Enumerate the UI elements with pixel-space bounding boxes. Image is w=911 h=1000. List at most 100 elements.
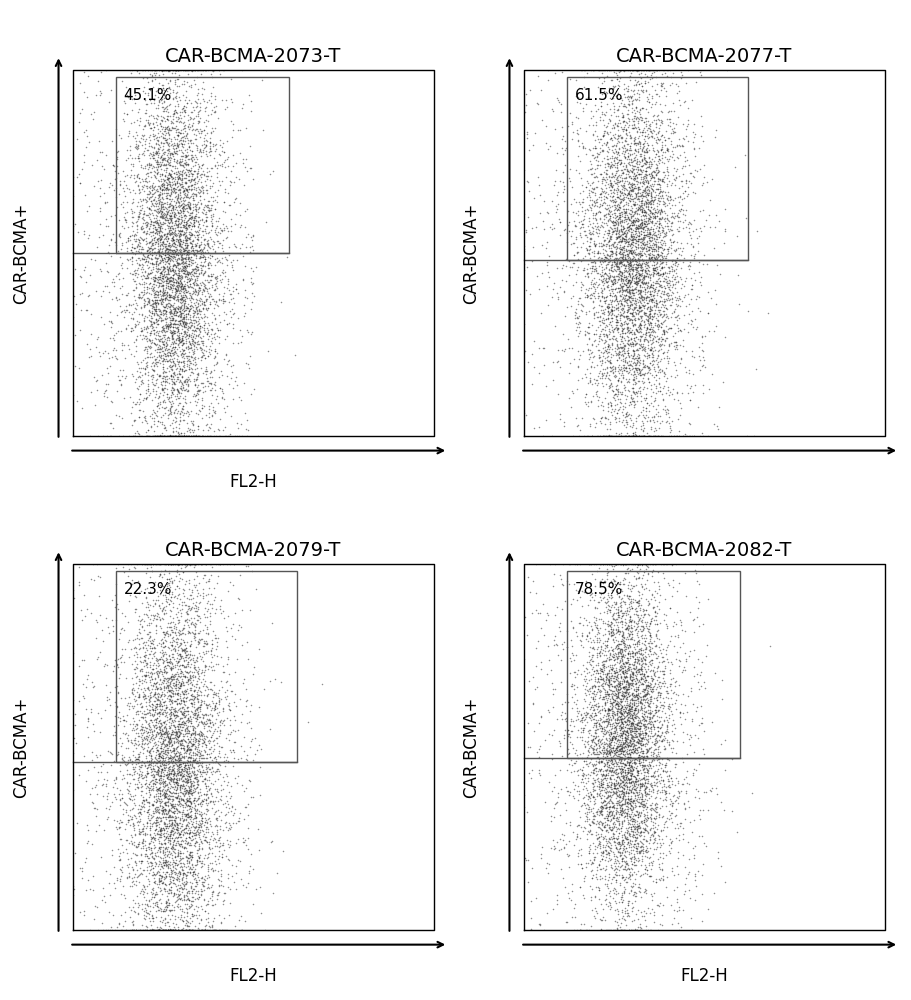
Point — [193, 237, 208, 253]
Point — [631, 584, 646, 600]
Point — [160, 737, 175, 753]
Point — [174, 400, 189, 416]
Point — [203, 879, 218, 895]
Point — [138, 131, 153, 147]
Point — [616, 304, 630, 320]
Point — [663, 723, 678, 739]
Point — [220, 922, 234, 938]
Point — [665, 209, 680, 225]
Point — [192, 249, 207, 265]
Point — [187, 682, 201, 698]
Point — [605, 245, 619, 261]
Point — [244, 260, 259, 276]
Point — [698, 838, 712, 854]
Point — [160, 723, 175, 739]
Point — [194, 855, 209, 871]
Point — [621, 357, 636, 373]
Point — [645, 331, 660, 347]
Point — [146, 899, 160, 915]
Point — [627, 267, 641, 283]
Point — [624, 308, 639, 324]
Point — [638, 718, 652, 734]
Point — [145, 922, 159, 938]
Point — [175, 234, 189, 250]
Point — [168, 227, 182, 243]
Point — [192, 192, 207, 208]
Point — [635, 175, 650, 191]
Point — [632, 267, 647, 283]
Point — [564, 645, 578, 661]
Point — [558, 802, 572, 818]
Point — [644, 189, 659, 205]
Point — [186, 837, 200, 853]
Point — [206, 423, 220, 439]
Point — [177, 373, 191, 389]
Point — [622, 176, 637, 192]
Point — [162, 619, 177, 635]
Point — [603, 176, 618, 192]
Point — [610, 682, 625, 698]
Point — [629, 220, 643, 236]
Point — [185, 149, 200, 165]
Point — [620, 407, 635, 423]
Point — [164, 312, 179, 328]
Point — [610, 295, 625, 311]
Point — [618, 840, 632, 856]
Point — [164, 279, 179, 295]
Point — [161, 181, 176, 197]
Point — [589, 221, 604, 237]
Point — [620, 62, 635, 78]
Point — [193, 726, 208, 742]
Point — [604, 754, 619, 770]
Point — [114, 257, 128, 273]
Point — [163, 220, 178, 236]
Point — [230, 768, 244, 784]
Point — [164, 809, 179, 825]
Point — [197, 122, 211, 138]
Point — [164, 856, 179, 872]
Point — [625, 213, 640, 229]
Point — [623, 677, 638, 693]
Point — [167, 274, 181, 290]
Point — [619, 319, 634, 335]
Point — [599, 162, 613, 178]
Point — [152, 708, 167, 724]
Point — [677, 359, 691, 375]
Point — [147, 793, 161, 809]
Point — [148, 867, 162, 883]
Point — [135, 239, 149, 255]
Point — [156, 336, 170, 352]
Point — [143, 92, 158, 108]
Point — [178, 104, 192, 120]
Point — [611, 758, 626, 774]
Point — [172, 272, 187, 288]
Point — [197, 294, 211, 310]
Point — [585, 770, 599, 786]
Point — [174, 706, 189, 722]
Point — [624, 580, 639, 596]
Point — [209, 388, 223, 404]
Point — [650, 176, 665, 192]
Point — [592, 353, 607, 369]
Point — [146, 272, 160, 288]
Point — [162, 428, 177, 444]
Point — [598, 790, 612, 806]
Point — [180, 305, 195, 321]
Point — [144, 305, 159, 321]
Point — [176, 767, 190, 783]
Point — [155, 381, 169, 397]
Point — [144, 753, 159, 769]
Point — [625, 217, 640, 233]
Point — [180, 212, 195, 228]
Point — [640, 250, 655, 266]
Point — [620, 168, 635, 184]
Point — [654, 127, 669, 143]
Point — [185, 226, 200, 242]
Point — [666, 902, 681, 918]
Point — [627, 152, 641, 168]
Point — [599, 352, 614, 368]
Point — [611, 410, 626, 426]
Point — [605, 844, 619, 860]
Point — [599, 725, 613, 741]
Point — [152, 186, 167, 202]
